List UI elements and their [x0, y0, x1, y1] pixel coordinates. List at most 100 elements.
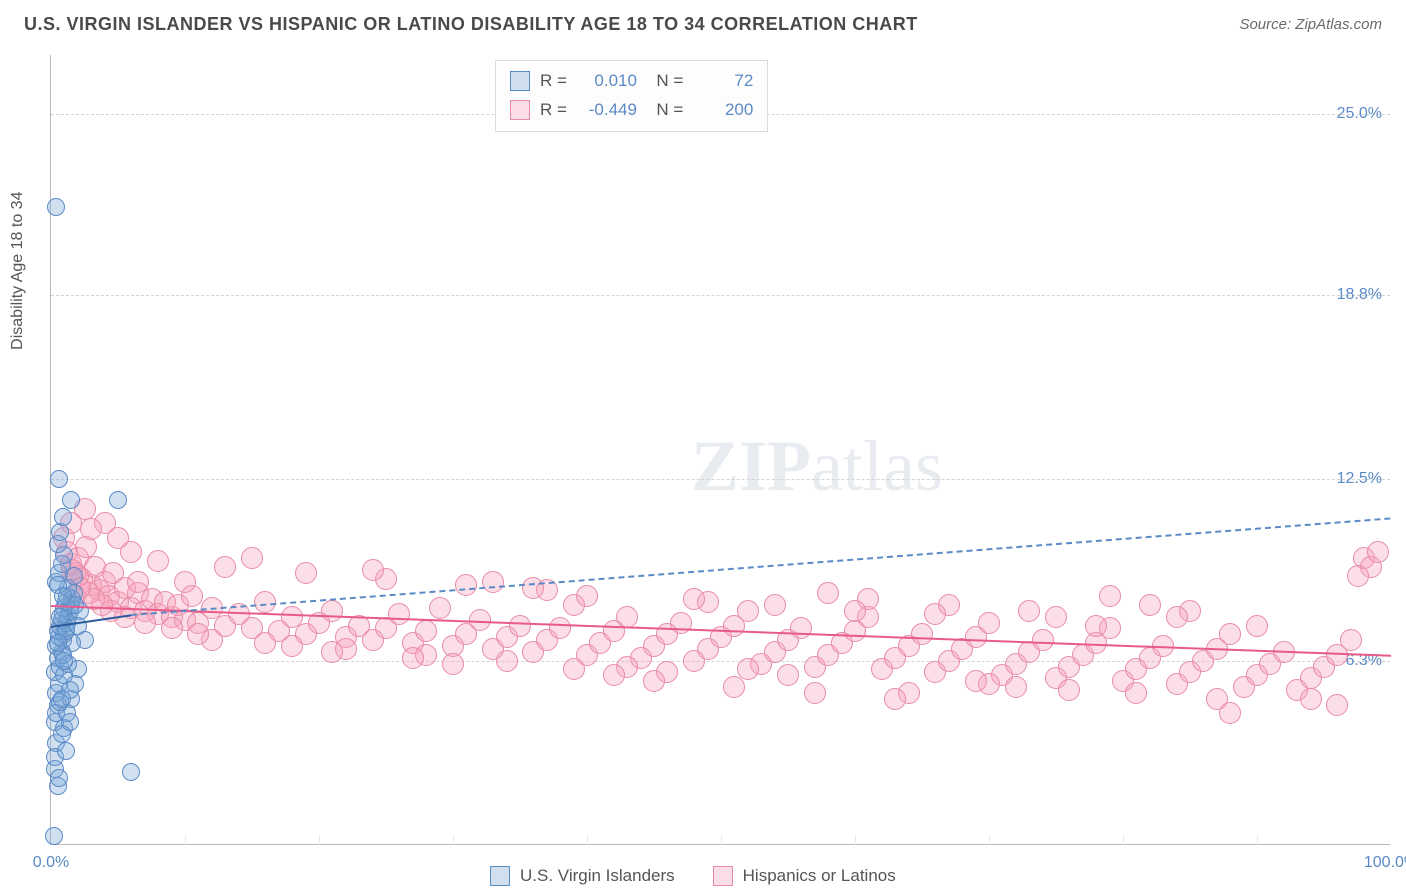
data-point-pink [281, 635, 303, 657]
x-tick-minor [453, 835, 454, 845]
data-point-pink [161, 617, 183, 639]
swatch-blue [510, 71, 530, 91]
r-value-pink: -0.449 [577, 96, 637, 125]
swatch-blue [490, 866, 510, 886]
data-point-pink [911, 623, 933, 645]
x-tick-minor [721, 835, 722, 845]
data-point-blue [50, 470, 68, 488]
watermark: ZIPatlas [691, 425, 943, 508]
data-point-blue [49, 634, 67, 652]
data-point-pink [777, 664, 799, 686]
data-point-blue [55, 652, 73, 670]
n-value-pink: 200 [693, 96, 753, 125]
data-point-pink [1246, 615, 1268, 637]
data-point-pink [1206, 688, 1228, 710]
data-point-pink [1058, 679, 1080, 701]
y-tick-label: 18.8% [1337, 286, 1382, 304]
data-point-blue [53, 690, 71, 708]
data-point-pink [576, 585, 598, 607]
data-point-pink [1326, 694, 1348, 716]
r-value-blue: 0.010 [577, 67, 637, 96]
data-point-pink [429, 597, 451, 619]
data-point-blue [57, 742, 75, 760]
y-axis-label: Disability Age 18 to 34 [9, 192, 27, 350]
data-point-pink [965, 670, 987, 692]
data-point-pink [764, 594, 786, 616]
data-point-pink [1085, 615, 1107, 637]
data-point-pink [817, 582, 839, 604]
x-tick-minor [185, 835, 186, 845]
legend-label-pink: Hispanics or Latinos [743, 866, 896, 886]
correlation-stats-box: R = 0.010 N = 72 R = -0.449 N = 200 [495, 60, 768, 132]
x-tick-minor [1257, 835, 1258, 845]
gridline-h [51, 295, 1390, 296]
x-tick-minor [855, 835, 856, 845]
legend-item-blue: U.S. Virgin Islanders [490, 866, 675, 886]
data-point-pink [127, 571, 149, 593]
data-point-pink [1139, 594, 1161, 616]
data-point-pink [1045, 606, 1067, 628]
data-point-pink [924, 603, 946, 625]
scatter-chart: ZIPatlas 6.3%12.5%18.8%25.0%0.0%100.0% [50, 55, 1390, 845]
data-point-pink [804, 682, 826, 704]
legend-bottom: U.S. Virgin Islanders Hispanics or Latin… [490, 866, 896, 886]
data-point-pink [1125, 682, 1147, 704]
source-attribution: Source: ZipAtlas.com [1239, 16, 1382, 33]
data-point-pink [563, 658, 585, 680]
data-point-pink [388, 603, 410, 625]
data-point-pink [1032, 629, 1054, 651]
data-point-pink [147, 550, 169, 572]
data-point-pink [1005, 676, 1027, 698]
legend-item-pink: Hispanics or Latinos [713, 866, 896, 886]
data-point-blue [62, 491, 80, 509]
x-tick-minor [1123, 835, 1124, 845]
data-point-pink [1099, 585, 1121, 607]
data-point-pink [643, 670, 665, 692]
data-point-pink [321, 600, 343, 622]
data-point-pink [214, 556, 236, 578]
data-point-pink [978, 612, 1000, 634]
data-point-pink [603, 664, 625, 686]
data-point-blue [61, 713, 79, 731]
data-point-blue [54, 508, 72, 526]
data-point-pink [1018, 600, 1040, 622]
data-point-pink [321, 641, 343, 663]
data-point-pink [737, 600, 759, 622]
data-point-pink [616, 606, 638, 628]
gridline-h [51, 479, 1390, 480]
chart-title: U.S. VIRGIN ISLANDER VS HISPANIC OR LATI… [24, 14, 918, 35]
data-point-pink [482, 571, 504, 593]
n-label: N = [647, 67, 683, 96]
data-point-pink [442, 653, 464, 675]
data-point-pink [1300, 688, 1322, 710]
x-tick-label: 0.0% [33, 854, 69, 872]
data-point-pink [509, 615, 531, 637]
n-value-blue: 72 [693, 67, 753, 96]
data-point-pink [844, 600, 866, 622]
x-tick-minor [319, 835, 320, 845]
data-point-pink [1219, 623, 1241, 645]
data-point-blue [50, 769, 68, 787]
data-point-pink [402, 647, 424, 669]
r-label: R = [540, 67, 567, 96]
data-point-pink [496, 650, 518, 672]
x-tick-minor [587, 835, 588, 845]
data-point-pink [80, 518, 102, 540]
trend-line-dashed [131, 517, 1391, 616]
data-point-pink [174, 571, 196, 593]
data-point-pink [241, 547, 263, 569]
data-point-pink [683, 588, 705, 610]
n-label: N = [647, 96, 683, 125]
data-point-pink [1367, 541, 1389, 563]
data-point-pink [295, 562, 317, 584]
data-point-blue [65, 567, 83, 585]
r-label: R = [540, 96, 567, 125]
x-tick-label: 100.0% [1364, 854, 1406, 872]
data-point-pink [455, 574, 477, 596]
data-point-blue [54, 587, 72, 605]
data-point-pink [187, 623, 209, 645]
data-point-pink [884, 688, 906, 710]
data-point-pink [549, 617, 571, 639]
stats-row-blue: R = 0.010 N = 72 [510, 67, 753, 96]
watermark-bold: ZIP [691, 426, 811, 506]
